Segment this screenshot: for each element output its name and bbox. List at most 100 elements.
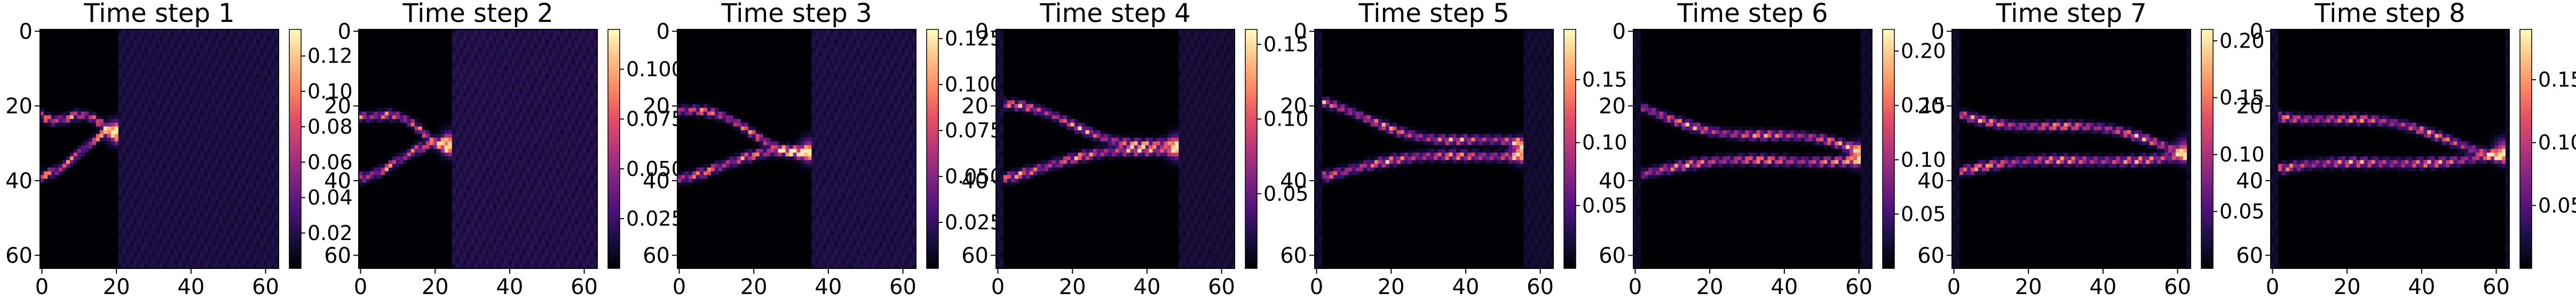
heatmap-cell	[129, 242, 134, 246]
heatmap-cell	[215, 216, 219, 220]
heatmap-cell	[163, 122, 168, 127]
heatmap-cell	[96, 85, 100, 90]
heatmap-cell	[399, 55, 404, 60]
heatmap-cell	[73, 74, 78, 79]
heatmap-cell	[271, 205, 275, 209]
heatmap-cell	[178, 55, 182, 60]
heatmap-cell	[144, 48, 149, 52]
heatmap-cell	[122, 51, 127, 56]
heatmap-cell	[245, 44, 249, 49]
heatmap-cell	[219, 164, 223, 168]
heatmap-cell	[444, 74, 449, 79]
heatmap-cell	[40, 78, 44, 82]
heatmap-cell	[148, 36, 153, 41]
heatmap-cell	[122, 205, 127, 209]
heatmap-cell	[155, 205, 160, 209]
heatmap-cell	[467, 29, 471, 34]
heatmap-cell	[163, 137, 168, 142]
heatmap-cell	[125, 92, 130, 97]
heatmap-cell	[40, 122, 44, 127]
heatmap-cell	[193, 201, 197, 205]
heatmap-cell	[62, 55, 67, 60]
heatmap-cell	[66, 134, 70, 138]
heatmap-cell	[196, 265, 201, 269]
heatmap-cell	[200, 164, 204, 168]
heatmap-cell	[125, 205, 130, 209]
heatmap-cell	[129, 171, 134, 175]
heatmap-cell	[54, 194, 59, 198]
heatmap-cell	[515, 63, 519, 67]
heatmap-cell	[174, 33, 179, 37]
heatmap-cell	[211, 265, 216, 269]
heatmap-cell	[174, 111, 179, 116]
heatmap-cell	[62, 152, 67, 157]
heatmap-cell	[159, 107, 164, 112]
heatmap-cell	[256, 126, 260, 131]
heatmap-cell	[204, 160, 208, 165]
heatmap-cell	[219, 29, 223, 34]
heatmap-cell	[560, 36, 564, 41]
heatmap-cell	[226, 190, 231, 194]
heatmap-cell	[260, 96, 264, 101]
heatmap-cell	[359, 29, 363, 34]
heatmap-cell	[410, 74, 415, 79]
heatmap-cell	[62, 257, 67, 261]
heatmap-cell	[107, 175, 112, 179]
heatmap-cell	[133, 96, 138, 101]
heatmap-cell	[523, 44, 527, 49]
heatmap-cell	[77, 36, 82, 41]
heatmap-cell	[54, 40, 59, 45]
heatmap-cell	[260, 182, 264, 187]
heatmap-cell	[223, 223, 227, 228]
heatmap-cell	[594, 66, 598, 71]
heatmap-cell	[167, 74, 171, 79]
heatmap-cell	[54, 197, 59, 202]
heatmap-cell	[425, 70, 430, 75]
colorbar-tick-label: 0.06	[307, 150, 353, 174]
heatmap-cell	[511, 29, 516, 34]
heatmap-cell	[377, 74, 382, 79]
heatmap-cell	[159, 81, 164, 86]
heatmap-cell	[567, 63, 572, 67]
heatmap-cell	[40, 212, 44, 217]
heatmap-cell	[508, 74, 512, 79]
heatmap-cell	[81, 66, 85, 71]
heatmap-cell	[437, 40, 441, 45]
heatmap-cell	[58, 141, 63, 146]
heatmap-cell	[84, 66, 89, 71]
heatmap-cell	[73, 261, 78, 265]
heatmap-cell	[211, 141, 216, 146]
heatmap-cell	[219, 33, 223, 37]
heatmap-cell	[369, 33, 374, 37]
heatmap-cell	[51, 194, 56, 198]
heatmap-cell	[114, 186, 119, 190]
heatmap-cell	[77, 130, 82, 135]
heatmap-cell	[144, 33, 149, 37]
heatmap-cell	[264, 33, 268, 37]
heatmap-cell	[204, 164, 208, 168]
heatmap-cell	[73, 209, 78, 213]
heatmap-cell	[575, 36, 579, 41]
heatmap-cell	[181, 44, 186, 49]
heatmap-cell	[43, 201, 48, 205]
heatmap-cell	[373, 59, 378, 64]
heatmap-cell	[58, 130, 63, 135]
heatmap-cell	[493, 63, 497, 67]
heatmap-cell	[122, 216, 127, 220]
heatmap-cell	[552, 33, 557, 37]
heatmap-cell	[54, 85, 59, 90]
heatmap-cell	[196, 216, 201, 220]
heatmap-cell	[58, 156, 63, 161]
heatmap-cell	[122, 36, 127, 41]
heatmap-cell	[103, 179, 108, 183]
heatmap-cell	[575, 70, 579, 75]
heatmap-cell	[73, 104, 78, 109]
heatmap-cell	[534, 51, 538, 56]
heatmap-cell	[256, 182, 260, 187]
heatmap-cell	[92, 134, 97, 138]
heatmap-cell	[252, 149, 257, 153]
heatmap-cell	[159, 205, 164, 209]
heatmap-cell	[238, 205, 242, 209]
heatmap-cell	[118, 40, 123, 45]
heatmap-cell	[264, 134, 268, 138]
